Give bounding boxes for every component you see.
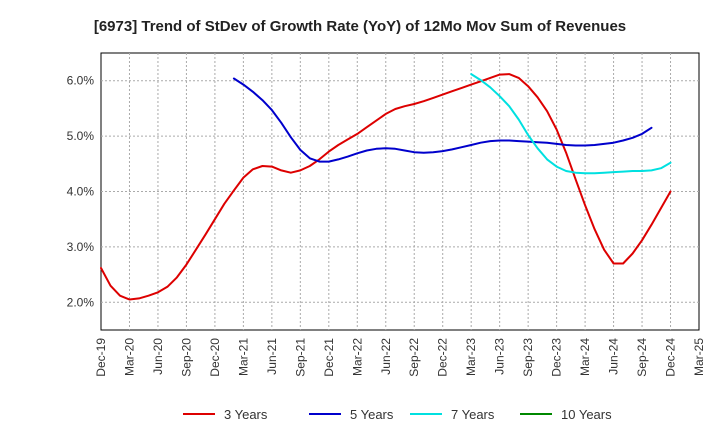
chart-title: [6973] Trend of StDev of Growth Rate (Yo… (94, 18, 626, 35)
x-tick-label: Jun-21 (265, 338, 279, 375)
y-axis: 2.0% 3.0% 4.0% 5.0% 6.0% (67, 74, 95, 310)
y-tick-label: 3.0% (67, 240, 95, 254)
y-tick-label: 6.0% (67, 74, 95, 88)
x-tick-label: Sep-20 (179, 338, 193, 377)
x-tick-label: Dec-23 (550, 338, 564, 377)
x-tick-label: Jun-22 (379, 338, 393, 375)
plot-area (100, 52, 700, 331)
y-tick-label: 5.0% (67, 129, 95, 143)
x-tick-label: Jun-24 (607, 338, 621, 375)
x-tick-label: Dec-21 (322, 338, 336, 377)
x-tick-label: Mar-20 (122, 338, 136, 376)
legend-label: 7 Years (451, 407, 495, 422)
x-tick-label: Dec-19 (94, 338, 108, 377)
legend: 3 Years 5 Years 7 Years 10 Years (183, 407, 612, 422)
x-tick-label: Sep-24 (635, 338, 649, 377)
series-line-3-years (100, 73, 672, 301)
legend-label: 5 Years (350, 407, 394, 422)
legend-label: 3 Years (224, 407, 268, 422)
legend-label: 10 Years (561, 407, 612, 422)
x-tick-label: Sep-22 (407, 338, 421, 377)
series-line-7-years (470, 73, 672, 175)
x-tick-label: Mar-23 (464, 338, 478, 376)
x-axis: Dec-19 Mar-20 Jun-20 Sep-20 Dec-20 Mar-21 Jun-… (94, 338, 706, 377)
x-tick-label: Mar-25 (692, 338, 706, 376)
x-tick-label: Dec-24 (664, 338, 678, 377)
x-tick-label: Sep-23 (521, 338, 535, 377)
x-tick-label: Mar-22 (350, 338, 364, 376)
series-lines (100, 73, 672, 301)
x-tick-label: Mar-24 (578, 338, 592, 376)
x-tick-label: Mar-21 (236, 338, 250, 376)
x-tick-label: Dec-22 (436, 338, 450, 377)
y-tick-label: 2.0% (67, 295, 95, 309)
x-tick-label: Jun-23 (493, 338, 507, 375)
x-tick-label: Jun-20 (151, 338, 165, 375)
x-tick-label: Sep-21 (293, 338, 307, 377)
y-tick-label: 4.0% (67, 185, 95, 199)
series-line-5-years (232, 77, 653, 163)
x-tick-label: Dec-20 (208, 338, 222, 377)
